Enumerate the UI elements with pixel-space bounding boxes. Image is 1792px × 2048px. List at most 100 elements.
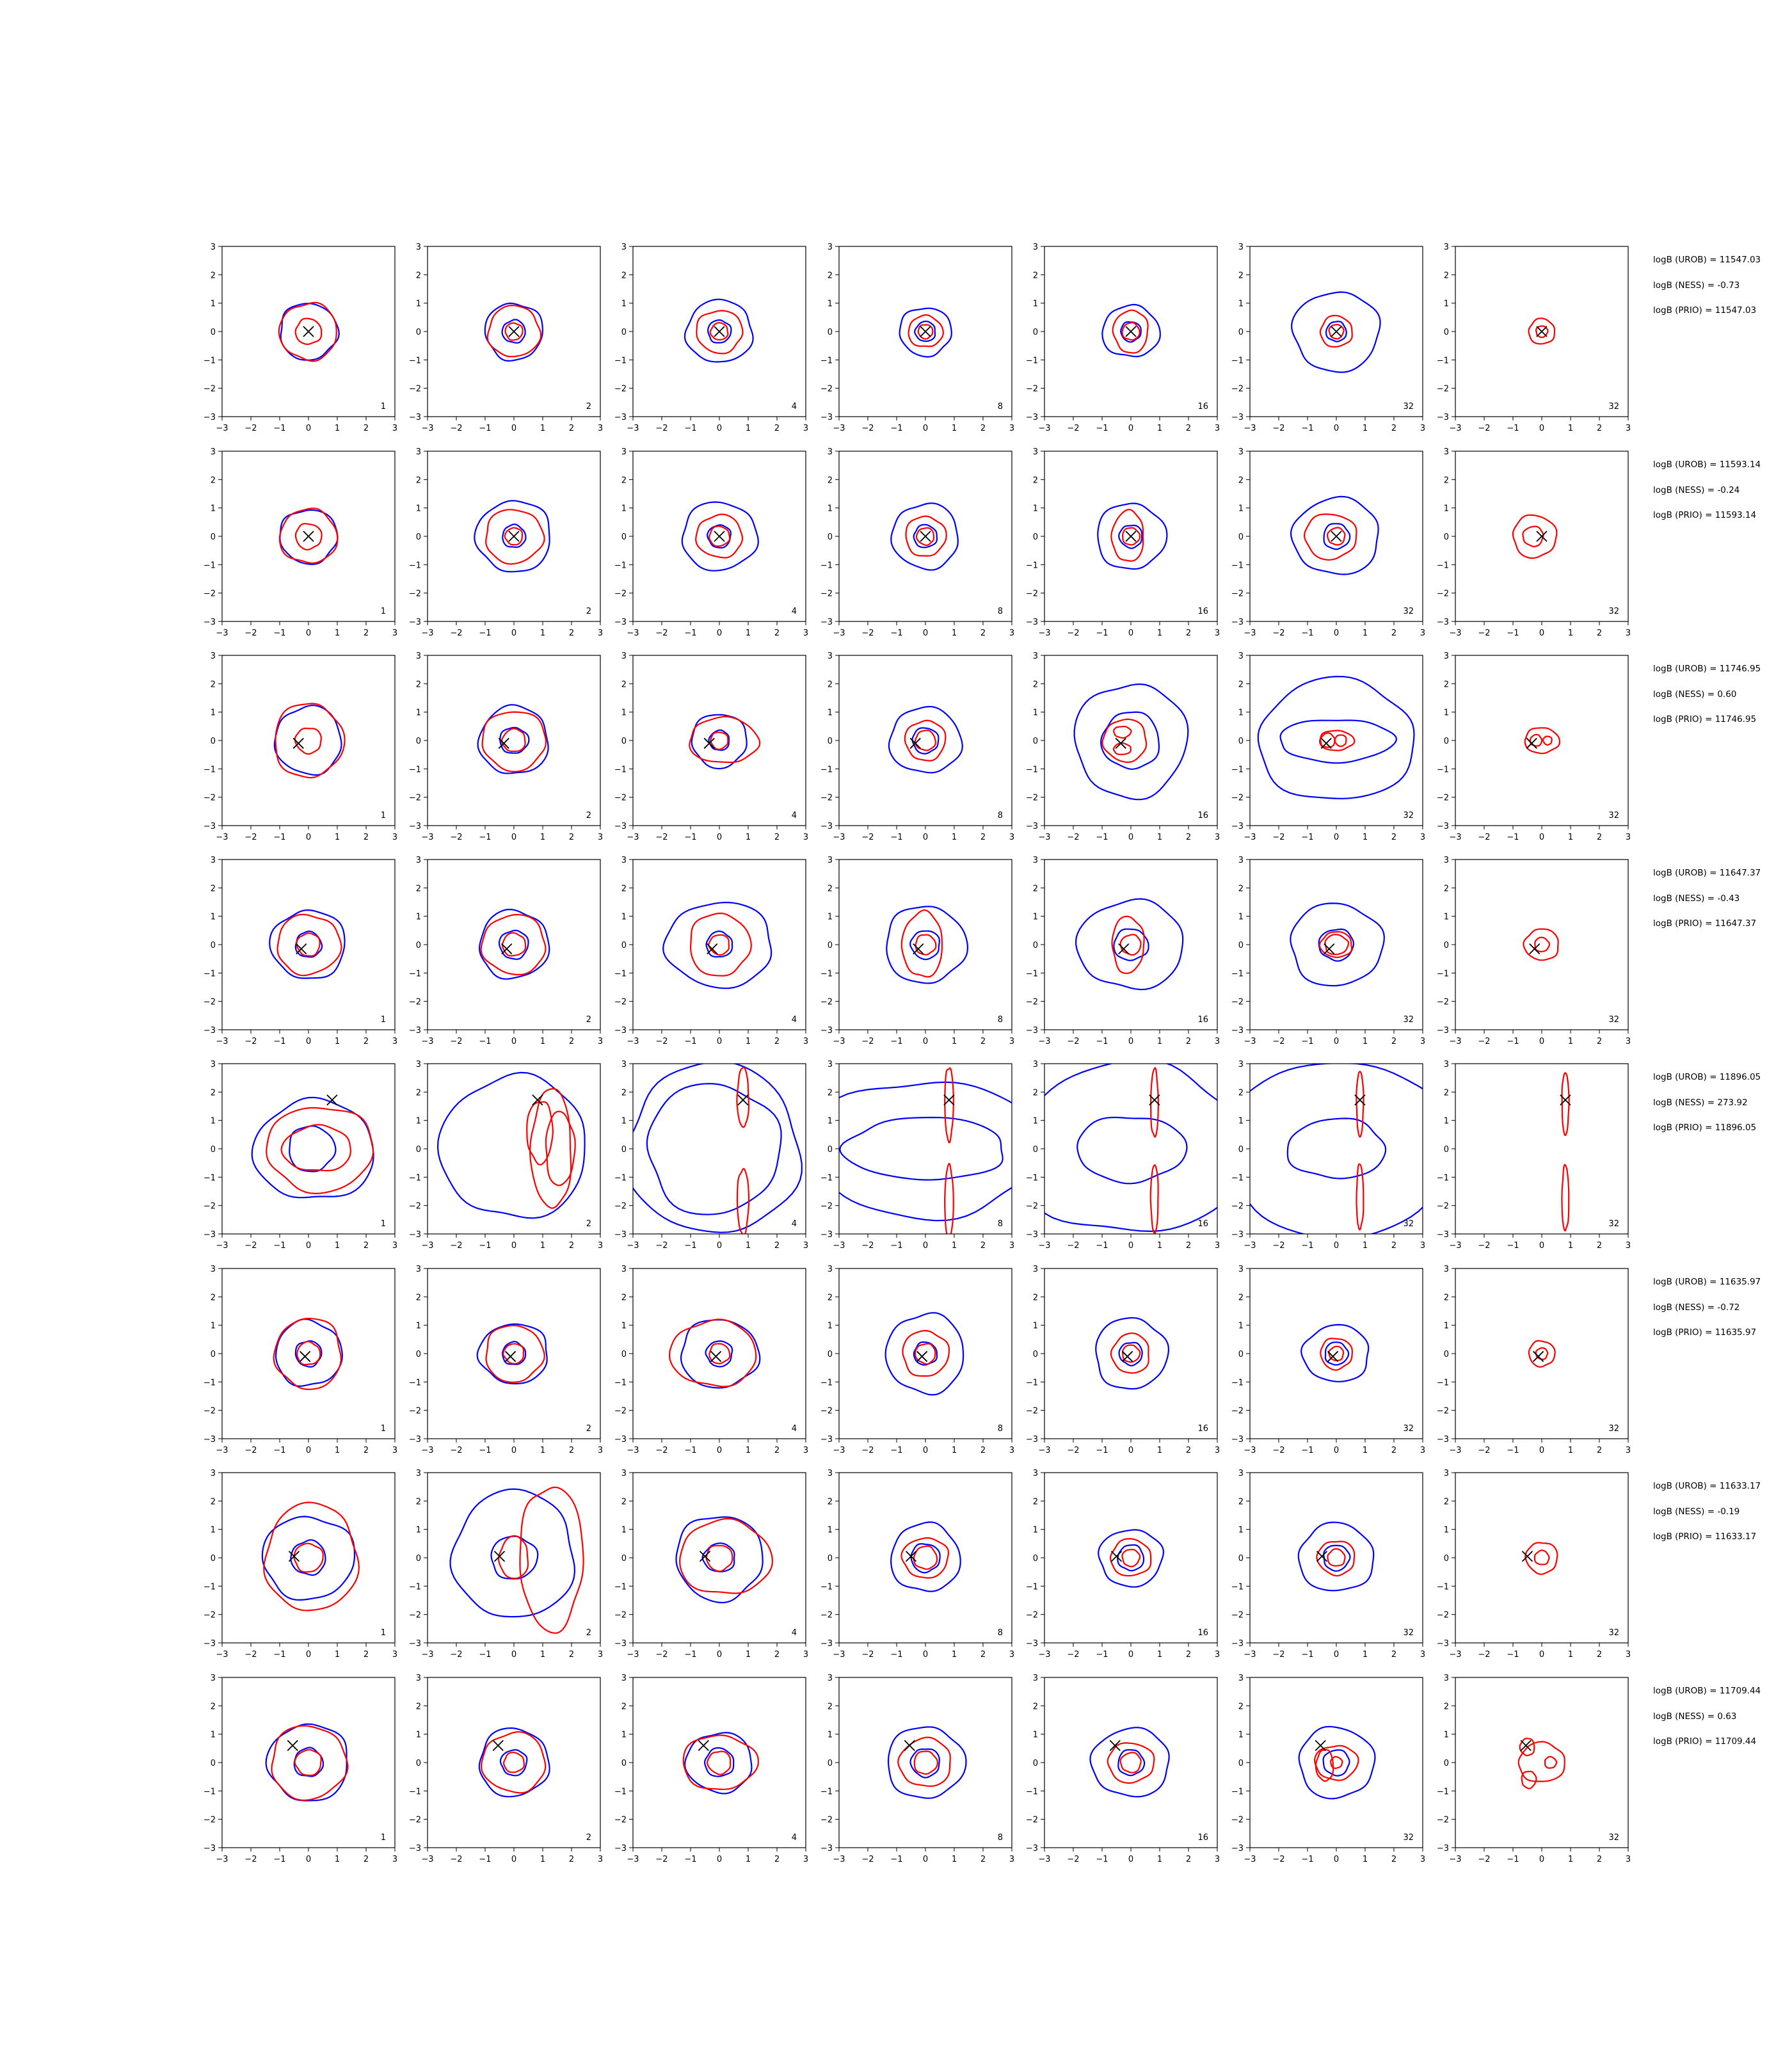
- y-tick-label: 3: [1033, 1265, 1038, 1274]
- x-tick-label: 3: [392, 628, 397, 638]
- y-tick-label: 2: [828, 884, 833, 893]
- y-tick-label: −1: [820, 1173, 833, 1183]
- red-contour: [914, 1343, 936, 1365]
- x-tick-label: 3: [392, 1037, 397, 1046]
- x-tick-label: −2: [1067, 1650, 1079, 1660]
- x-tick-label: 0: [717, 1650, 722, 1660]
- x-marker: [1115, 737, 1126, 749]
- axes-frame: [1249, 1063, 1423, 1235]
- panel-r3-c5: −3−3 −2 −2 −1 −1 0 0 1 1 2 2 3 3 16: [1026, 652, 1220, 842]
- y-tick-label: 2: [416, 1497, 421, 1507]
- panel-r5-c7: −3−3 −2 −2 −1 −1 0 0 1 1 2 2 3 3 32: [1437, 1060, 1631, 1251]
- x-tick-label: −2: [655, 1037, 668, 1046]
- panel-corner-label: 16: [1197, 1015, 1208, 1025]
- panel-r7-c7: −3−3 −2 −2 −1 −1 0 0 1 1 2 2 3 3 32: [1437, 1469, 1631, 1660]
- blue-contour: [1120, 321, 1142, 343]
- red-contour: [1334, 734, 1347, 748]
- x-marker: [1536, 531, 1548, 542]
- x-marker: [287, 1740, 298, 1752]
- y-tick-label: −1: [204, 1582, 216, 1592]
- x-tick-label: 1: [1568, 833, 1573, 842]
- x-tick-label: −1: [479, 1037, 491, 1046]
- contour-group: [484, 302, 543, 362]
- y-tick-label: 2: [211, 1088, 216, 1098]
- y-tick-label: −2: [614, 998, 627, 1007]
- y-tick-label: 2: [416, 680, 421, 689]
- contour-group: [1073, 683, 1189, 801]
- red-contour: [1326, 527, 1346, 546]
- x-tick-label: 3: [1215, 1037, 1220, 1046]
- contour-group: [668, 1318, 761, 1389]
- contour-group: [689, 714, 761, 770]
- x-tick-label: 2: [1597, 628, 1602, 638]
- panel-r1-c1: −3−3 −2 −2 −1 −1 0 0 1 1 2 2 3 3 1: [204, 243, 397, 433]
- y-tick-label: −1: [1026, 1173, 1038, 1183]
- x-tick-label: 1: [335, 1446, 340, 1455]
- red-contour: [944, 1162, 954, 1234]
- x-tick-label: −3: [421, 1241, 433, 1251]
- y-tick-label: 2: [621, 1088, 627, 1098]
- red-contour: [1110, 1332, 1149, 1374]
- contour-group: [1297, 1521, 1375, 1592]
- x-tick-label: −2: [861, 833, 874, 842]
- y-tick-label: −1: [1026, 969, 1038, 979]
- x-tick-label: −1: [273, 1446, 285, 1455]
- x-tick-label: −1: [1096, 1650, 1108, 1660]
- red-contour: [1119, 1752, 1142, 1773]
- x-tick-label: −3: [1038, 1855, 1050, 1864]
- y-tick-label: 3: [1033, 1060, 1038, 1069]
- y-tick-label: −2: [1026, 1407, 1038, 1416]
- panel-corner-label: 16: [1197, 1833, 1208, 1843]
- blue-contour: [884, 1312, 964, 1396]
- red-contour: [1530, 733, 1543, 747]
- y-tick-label: −3: [614, 822, 627, 831]
- logb-annotation: logB (PRIO) = 11709.44: [1653, 1736, 1756, 1747]
- x-tick-label: 0: [1539, 424, 1544, 433]
- y-tick-label: −3: [820, 413, 833, 422]
- y-tick-label: 2: [828, 1497, 833, 1507]
- x-tick-label: 2: [980, 1241, 986, 1251]
- x-tick-label: 1: [335, 1037, 340, 1046]
- panel-corner-label: 1: [381, 607, 386, 616]
- blue-contour: [261, 1516, 356, 1601]
- x-tick-label: −1: [1096, 628, 1108, 638]
- y-tick-label: 0: [1033, 1350, 1038, 1359]
- y-tick-label: 1: [621, 708, 627, 718]
- x-tick-label: −2: [244, 1446, 257, 1455]
- x-tick-label: 1: [746, 1855, 751, 1864]
- x-tick-label: −1: [1096, 1241, 1108, 1251]
- x-tick-label: 1: [1363, 1037, 1368, 1046]
- logb-annotation: logB (PRIO) = 11896.05: [1653, 1123, 1756, 1133]
- y-tick-label: 0: [416, 328, 421, 337]
- x-tick-label: 1: [952, 628, 957, 638]
- y-tick-label: −1: [204, 1173, 216, 1183]
- blue-contour: [1298, 1725, 1376, 1800]
- panel-corner-label: 16: [1197, 1424, 1208, 1434]
- y-tick-label: 3: [621, 447, 627, 457]
- red-contour: [678, 1517, 774, 1594]
- x-tick-label: −1: [1507, 628, 1519, 638]
- x-marker: [296, 943, 307, 955]
- red-contour: [1528, 1340, 1556, 1368]
- x-tick-label: −1: [1301, 1241, 1313, 1251]
- y-tick-label: 2: [416, 271, 421, 280]
- y-tick-label: −3: [614, 618, 627, 627]
- y-tick-label: 1: [1033, 708, 1038, 718]
- axes-frame: [1044, 1063, 1218, 1235]
- panel-corner-label: 2: [586, 1219, 591, 1229]
- x-tick-label: 2: [364, 628, 369, 638]
- x-tick-label: 0: [717, 1446, 722, 1455]
- x-tick-label: 2: [1186, 1241, 1191, 1251]
- logb-annotation: logB (NESS) = -0.72: [1653, 1302, 1740, 1313]
- contour-group: [1290, 495, 1379, 575]
- y-tick-label: 0: [1033, 328, 1038, 337]
- x-tick-label: −1: [479, 628, 491, 638]
- blue-contour: [633, 1064, 803, 1233]
- blue-contour: [681, 501, 759, 572]
- x-tick-label: −1: [684, 833, 696, 842]
- y-tick-label: 0: [1238, 328, 1244, 337]
- x-tick-label: 3: [1420, 424, 1425, 433]
- y-tick-label: −2: [1437, 1407, 1449, 1416]
- red-contour: [1521, 1770, 1537, 1789]
- blue-contour: [293, 1747, 324, 1777]
